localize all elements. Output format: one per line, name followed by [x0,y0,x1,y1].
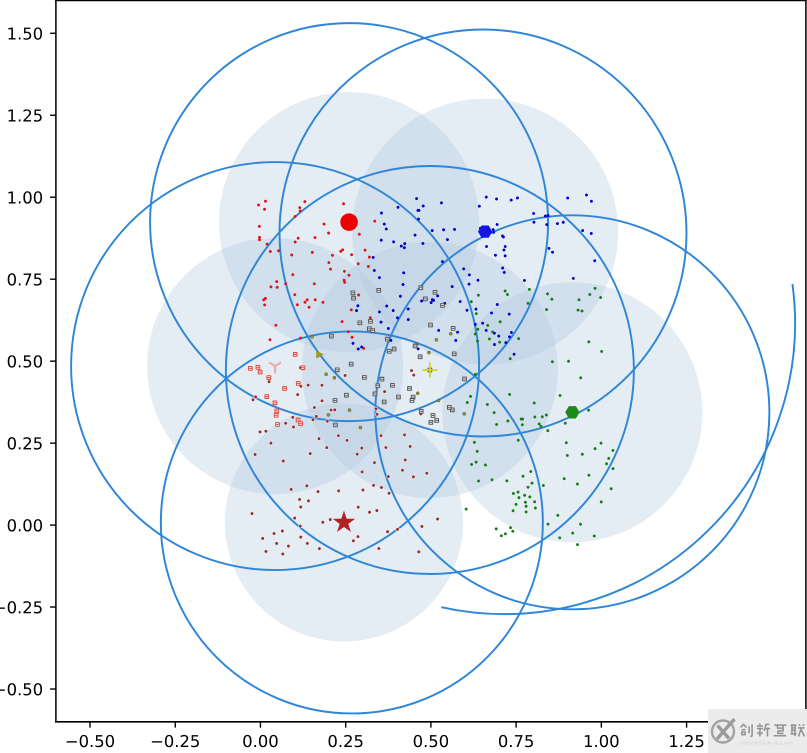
svg-text:CHUANGXIN HULIAN: CHUANGXIN HULIAN [740,741,794,746]
